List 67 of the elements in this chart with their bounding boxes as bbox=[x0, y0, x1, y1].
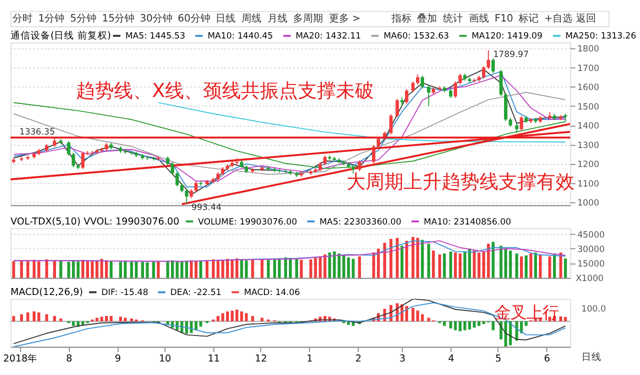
y-tick-label: 15000 bbox=[577, 260, 605, 270]
y-tick-label: 1500 bbox=[577, 102, 600, 112]
text: 分时 bbox=[12, 12, 32, 24]
text: 30分钟 bbox=[140, 12, 173, 24]
annotation: 金叉上行 bbox=[494, 303, 559, 322]
ref-line-label: 1336.35 bbox=[19, 128, 55, 138]
x-tick-label: 4 bbox=[448, 354, 454, 365]
legend-label: VOLUME: 19903076.00 bbox=[198, 217, 298, 228]
text: 返回 bbox=[576, 12, 596, 24]
text: 60分钟 bbox=[178, 12, 211, 24]
y-tick-label: 1100 bbox=[577, 179, 600, 190]
text: 日线 bbox=[216, 12, 236, 24]
text: 100.0 bbox=[581, 304, 606, 314]
legend-label: MA120: 1419.09 bbox=[472, 32, 543, 42]
y-tick-label: 1000 bbox=[577, 198, 600, 209]
chart-title: 通信设备(日线 前复权) bbox=[10, 30, 112, 42]
x-tick-label: 3 bbox=[399, 354, 406, 365]
text: 画线 bbox=[468, 12, 489, 24]
legend-label: MA10: 1440.45 bbox=[208, 32, 273, 42]
legend-label: MA5: 1445.53 bbox=[125, 32, 186, 42]
text: 标记 bbox=[517, 12, 538, 24]
text: 更多 > bbox=[328, 12, 361, 24]
y-tick-label: 1600 bbox=[577, 83, 600, 94]
annotation: 1789.97 bbox=[493, 50, 529, 60]
text: 叠加 bbox=[417, 12, 438, 24]
x-tick-label: 6 bbox=[544, 354, 550, 365]
annotation: 趋势线、X线、颈线共振点支撑未破 bbox=[76, 79, 374, 102]
legend-label: MA60: 1532.63 bbox=[384, 32, 450, 42]
text: 5分钟 bbox=[70, 12, 97, 24]
y-tick-label: 30000 bbox=[577, 244, 605, 255]
text: X1000 bbox=[576, 274, 604, 284]
text: 日线 bbox=[581, 351, 602, 364]
x-tick-label: 2 bbox=[355, 354, 362, 365]
legend-label: DIF: -15.48 bbox=[101, 288, 148, 298]
y-tick-label: 1200 bbox=[577, 160, 600, 170]
x-tick-label: 11 bbox=[208, 354, 220, 365]
x-tick-label: 10 bbox=[158, 354, 172, 365]
text: F10 bbox=[494, 14, 514, 24]
annotation: 大周期上升趋势线支撑有效 bbox=[346, 170, 574, 194]
legend-label: DEA: -22.51 bbox=[170, 288, 222, 298]
legend-label: MA10: 23140856.00 bbox=[424, 217, 512, 228]
chart-title: VOL-TDX(5,10) VVOL: 19903076.00 bbox=[10, 216, 180, 228]
x-tick-label: 12 bbox=[254, 354, 268, 365]
legend-label: MACD: 14.06 bbox=[244, 288, 300, 298]
text: 15分钟 bbox=[102, 12, 135, 24]
y-tick-label: 1400 bbox=[577, 122, 600, 132]
x-tick-label: 9 bbox=[114, 354, 121, 365]
y-tick-label: 1700 bbox=[577, 64, 600, 74]
text: 月线 bbox=[267, 12, 288, 24]
x-tick-label: 5 bbox=[495, 354, 502, 365]
text: 1分钟 bbox=[38, 12, 65, 24]
x-tick-label: 8 bbox=[66, 354, 72, 365]
legend-label: MA5: 22303360.00 bbox=[320, 217, 402, 228]
text: 周线 bbox=[241, 12, 262, 24]
legend-label: MA20: 1432.11 bbox=[296, 32, 362, 42]
text: 指标 bbox=[390, 12, 412, 24]
chart-title: MACD(12,26,9) bbox=[10, 287, 84, 298]
annotation: 993.44 bbox=[191, 203, 222, 214]
text: +自选 bbox=[544, 12, 573, 24]
y-tick-label: 1800 bbox=[577, 44, 600, 55]
x-tick-label: 2018年 bbox=[3, 352, 38, 365]
x-tick-label: 1 bbox=[306, 354, 313, 365]
legend-label: MA250: 1313.26 bbox=[565, 32, 636, 42]
text: 多周期 bbox=[293, 12, 324, 24]
y-tick-label: 1300 bbox=[577, 140, 600, 151]
y-tick-label: 45000 bbox=[577, 230, 605, 240]
text: 统计 bbox=[442, 12, 463, 24]
